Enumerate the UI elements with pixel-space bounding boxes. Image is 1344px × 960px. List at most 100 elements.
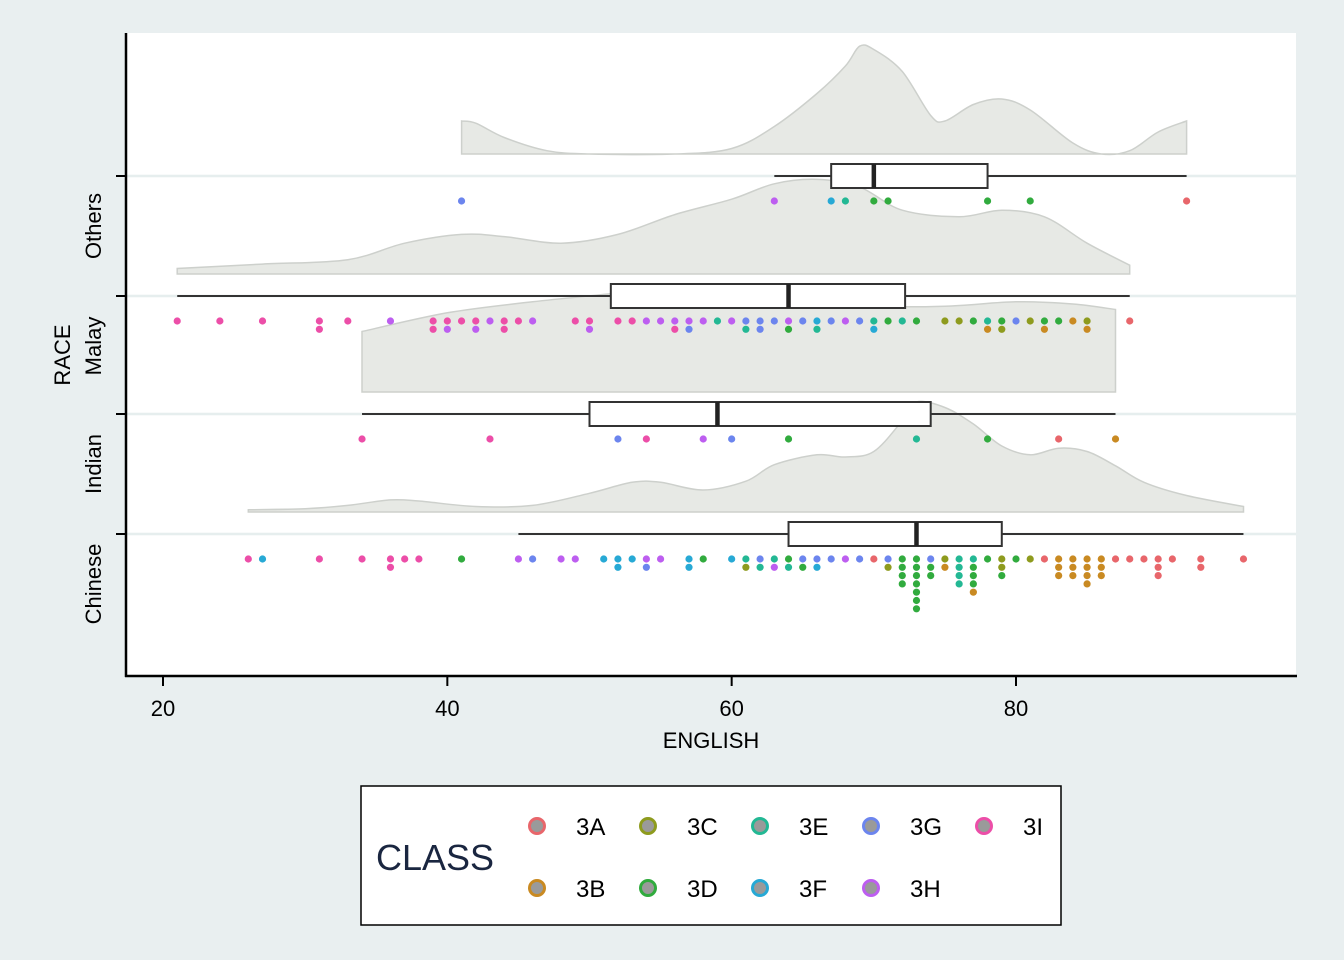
point-indian xyxy=(912,435,921,443)
point-chinese xyxy=(514,555,523,563)
point-malay xyxy=(884,317,892,325)
point-chinese xyxy=(969,588,977,596)
point-malay xyxy=(429,325,437,333)
point-chinese xyxy=(912,555,921,563)
point-chinese xyxy=(898,555,906,563)
point-malay xyxy=(1069,317,1077,325)
point-chinese xyxy=(1083,563,1091,571)
point-malay xyxy=(728,317,736,325)
point-chinese xyxy=(1083,572,1091,580)
y-tick-label-chinese: Chinese xyxy=(81,544,106,625)
point-malay xyxy=(429,317,437,325)
point-malay xyxy=(671,325,679,333)
point-chinese xyxy=(656,555,665,563)
density-others xyxy=(460,44,1188,156)
point-layer xyxy=(173,197,1248,613)
point-malay xyxy=(955,317,963,325)
point-malay xyxy=(969,317,977,325)
point-chinese xyxy=(912,563,921,571)
point-chinese xyxy=(1239,555,1248,563)
point-chinese xyxy=(784,563,793,571)
point-malay xyxy=(784,317,793,325)
axis-layer xyxy=(124,33,1297,678)
point-chinese xyxy=(884,555,892,563)
point-indian xyxy=(642,435,650,443)
point-chinese xyxy=(685,555,693,563)
point-chinese xyxy=(1012,555,1020,563)
point-chinese xyxy=(1055,572,1063,580)
boxplot-layer xyxy=(177,163,1244,547)
point-chinese xyxy=(955,555,963,563)
point-chinese xyxy=(1097,563,1105,571)
point-chinese xyxy=(898,572,906,580)
legend-items: 3A 3B 3C 3D 3E 3F 3G 3H 3I xyxy=(528,814,1043,903)
point-malay xyxy=(1040,317,1049,325)
point-malay xyxy=(813,325,821,333)
point-chinese xyxy=(600,555,608,563)
point-malay xyxy=(784,325,793,333)
point-malay xyxy=(628,317,636,325)
point-chinese xyxy=(457,555,466,563)
box-malay xyxy=(609,283,907,309)
point-chinese xyxy=(955,580,963,588)
point-chinese xyxy=(1126,555,1134,563)
point-chinese xyxy=(799,563,807,571)
point-malay xyxy=(529,317,537,325)
point-chinese xyxy=(1154,563,1162,571)
point-chinese xyxy=(1197,563,1205,571)
point-others xyxy=(827,197,835,205)
point-indian xyxy=(983,435,992,443)
legend-item-3h: 3H xyxy=(862,876,941,903)
point-malay xyxy=(770,317,778,325)
point-malay xyxy=(258,317,267,325)
legend-swatch xyxy=(975,817,993,835)
point-chinese xyxy=(941,555,949,563)
legend-label: 3E xyxy=(799,814,828,841)
point-chinese xyxy=(927,555,935,563)
point-chinese xyxy=(912,588,921,596)
point-chinese xyxy=(358,555,366,563)
box-others xyxy=(830,163,989,189)
point-malay xyxy=(585,325,594,333)
point-malay xyxy=(486,317,494,325)
legend-label: 3D xyxy=(687,876,718,903)
x-axis-title: ENGLISH xyxy=(663,728,760,753)
legend-swatch xyxy=(528,817,546,835)
point-malay xyxy=(585,317,594,325)
point-malay xyxy=(500,325,508,333)
point-chinese xyxy=(955,563,963,571)
point-chinese xyxy=(969,580,977,588)
legend-box xyxy=(360,785,1062,926)
point-malay xyxy=(457,317,466,325)
point-chinese xyxy=(969,563,977,571)
point-others xyxy=(1026,197,1034,205)
point-others xyxy=(870,197,878,205)
legend-swatch xyxy=(639,879,657,897)
density-malay xyxy=(176,178,1131,275)
point-malay xyxy=(500,317,508,325)
point-malay xyxy=(443,325,451,333)
point-malay xyxy=(998,325,1006,333)
point-chinese xyxy=(642,563,650,571)
point-others xyxy=(884,197,892,205)
point-chinese xyxy=(813,555,821,563)
point-malay xyxy=(1040,325,1049,333)
point-malay xyxy=(656,317,665,325)
point-chinese xyxy=(898,563,906,571)
legend-label: 3C xyxy=(687,814,718,841)
legend-item-3d: 3D xyxy=(639,876,718,903)
y-ticks: Chinese Indian Malay Others xyxy=(81,175,126,625)
point-chinese xyxy=(870,555,878,563)
legend-label: 3F xyxy=(799,876,827,903)
point-chinese xyxy=(386,555,395,563)
point-chinese xyxy=(998,555,1006,563)
point-malay xyxy=(998,317,1006,325)
point-malay xyxy=(685,317,693,325)
point-chinese xyxy=(912,605,921,613)
point-chinese xyxy=(1069,563,1077,571)
legend-item-3a: 3A xyxy=(528,814,605,841)
point-malay xyxy=(571,317,579,325)
point-chinese xyxy=(728,555,736,563)
point-malay xyxy=(173,317,181,325)
point-chinese xyxy=(1111,555,1120,563)
